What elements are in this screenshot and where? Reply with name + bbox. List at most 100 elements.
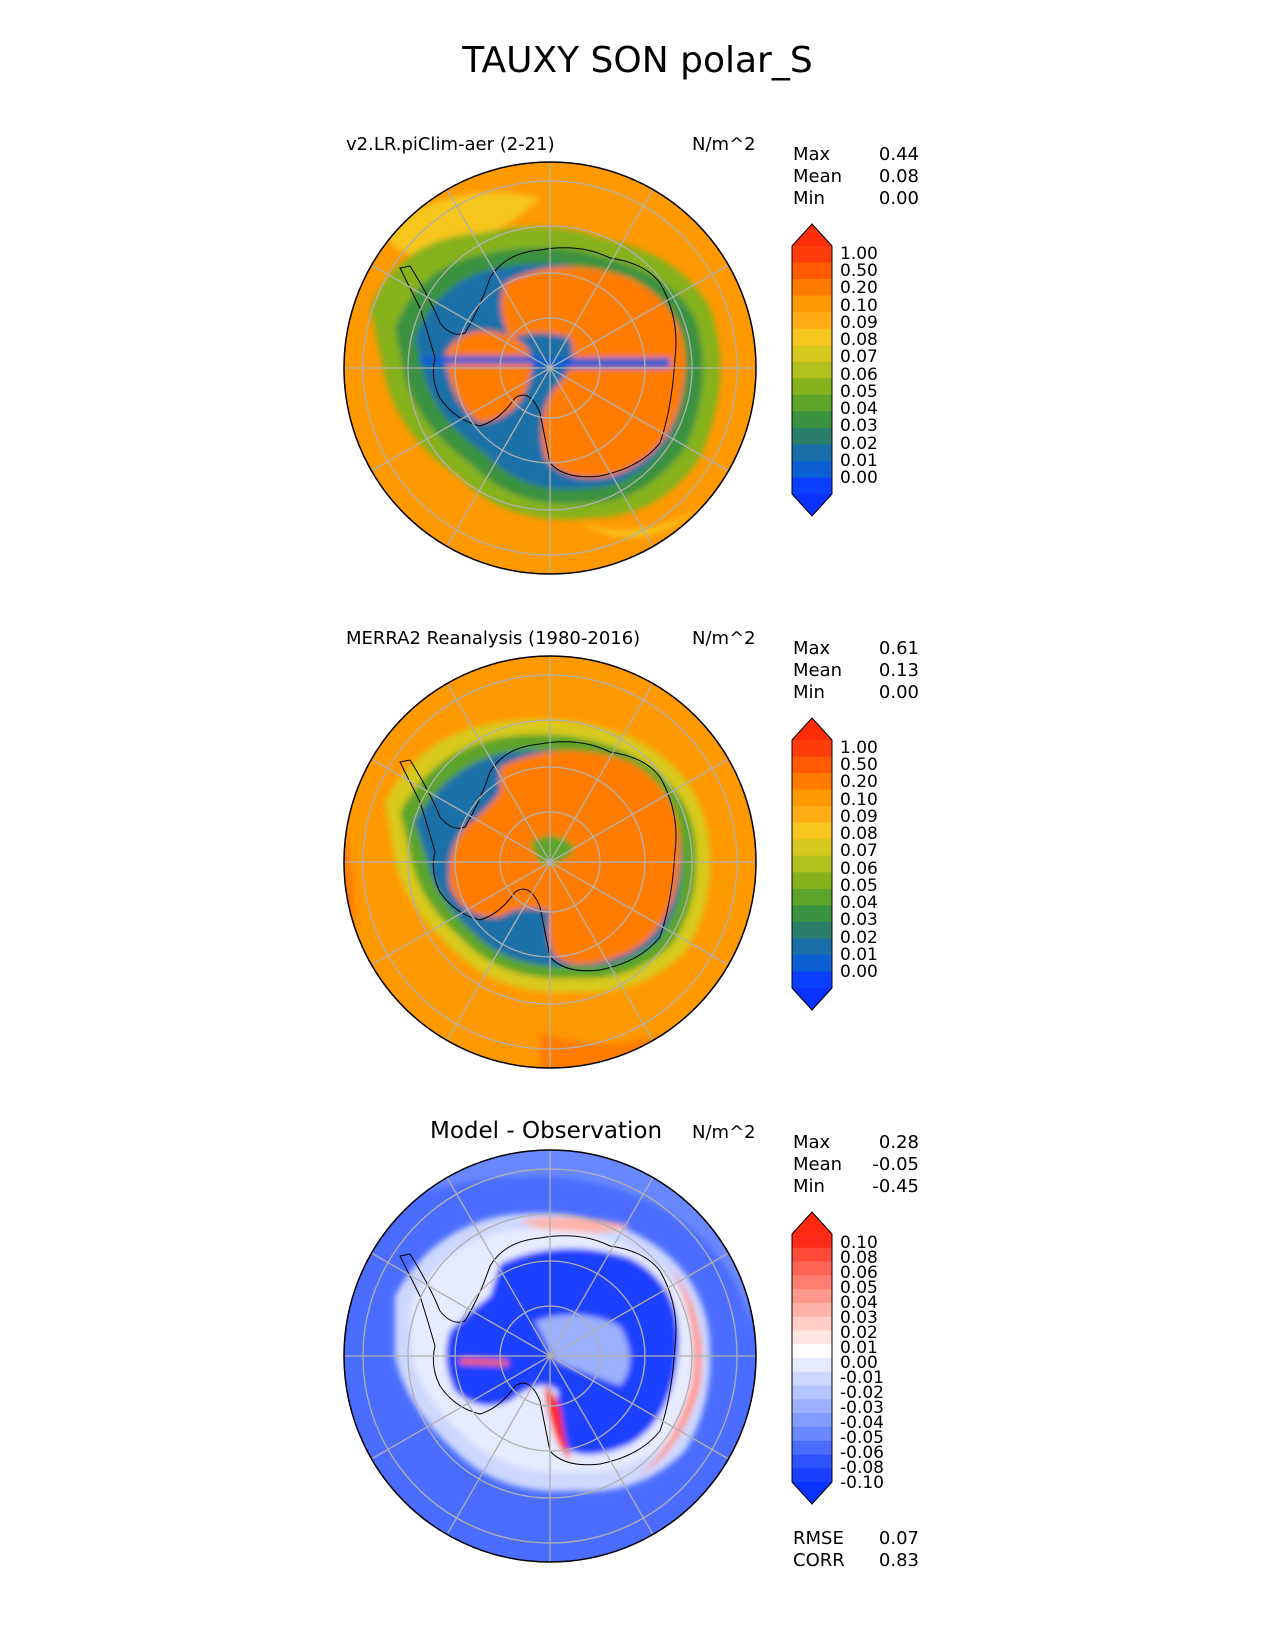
metric-value: 0.83 <box>878 1550 919 1571</box>
stat-label: Mean <box>793 1154 843 1175</box>
colorbar-tick-label: 0.07 <box>840 347 878 368</box>
colorbar-tick-label: 0.06 <box>840 858 878 879</box>
colorbar-swatch <box>792 1234 832 1249</box>
colorbar-tick-label: 0.05 <box>840 875 878 896</box>
panel-3-stats: Max 0.28 Mean -0.05 Min -0.45 <box>793 1132 919 1198</box>
stat-label: Max <box>793 1132 831 1153</box>
colorbar-swatch <box>792 954 832 972</box>
colorbar-outline <box>791 1211 833 1505</box>
colorbar-tick-label: -0.02 <box>840 1383 884 1403</box>
colorbar-tick-label: -0.04 <box>840 1413 884 1433</box>
stat-value: 0.44 <box>878 144 919 165</box>
stat-label: Min <box>793 188 825 209</box>
colorbar-swatch <box>792 1302 832 1318</box>
stat-label: Mean <box>793 660 843 681</box>
colorbar-extend-upper <box>792 718 832 740</box>
metric-value: 0.07 <box>878 1528 919 1549</box>
colorbar-swatch <box>792 938 832 956</box>
panel-1-title: v2.LR.piClim-aer (2-21) <box>346 134 555 155</box>
colorbar-swatch <box>792 1440 832 1455</box>
colorbar-tick-label: 0.20 <box>840 278 878 299</box>
colorbar-tick-label: 0.08 <box>840 330 878 351</box>
colorbar-swatch <box>792 460 832 478</box>
colorbar-swatch <box>792 971 832 989</box>
stat-value: -0.45 <box>872 1176 919 1197</box>
colorbar-swatch <box>792 477 832 495</box>
colorbar-tick-label: 0.20 <box>840 772 878 793</box>
colorbar-tick-label: 0.00 <box>840 1353 878 1373</box>
colorbar-outline <box>791 717 833 1011</box>
colorbar-swatches <box>791 223 833 517</box>
colorbar-swatch <box>792 855 832 873</box>
colorbar-swatch <box>792 246 832 264</box>
colorbar-tick-label: 0.01 <box>840 944 878 965</box>
panel-2-colorbar <box>790 716 834 1016</box>
colorbar-outline <box>791 223 833 517</box>
colorbar-tick-label: 0.03 <box>840 1308 878 1328</box>
colorbar-tick-label: 1.00 <box>840 738 878 758</box>
colorbar-extend-lower <box>792 494 832 516</box>
colorbar-tick-label: 0.00 <box>840 962 878 982</box>
colorbar-tick-label: -0.08 <box>840 1458 884 1478</box>
colorbar-tick-label: 0.01 <box>840 450 878 471</box>
colorbar-swatch <box>792 1426 832 1442</box>
stat-value: 0.28 <box>878 1132 919 1153</box>
stat-value: 0.00 <box>878 188 919 209</box>
colorbar-swatch <box>792 345 832 363</box>
colorbar-swatches <box>791 1211 833 1505</box>
colorbar-swatch <box>792 822 832 840</box>
colorbar-tick-label: 1.00 <box>840 244 878 264</box>
colorbar-extend-upper <box>792 224 832 246</box>
colorbar-tick-label: 0.50 <box>840 261 878 282</box>
panel-2-polar-map <box>343 655 757 1069</box>
colorbar-swatch <box>792 921 832 939</box>
colorbar-swatch <box>792 262 832 280</box>
colorbar-tick-label: 0.10 <box>840 1233 878 1253</box>
panel-1-units: N/m^2 <box>692 134 756 155</box>
colorbar-tick-label: 0.05 <box>840 1278 878 1298</box>
colorbar-tick-label: 0.10 <box>840 789 878 810</box>
stat-value: 0.08 <box>878 166 919 187</box>
colorbar-swatch <box>792 378 832 396</box>
colorbar-tick-label: 0.04 <box>840 1293 878 1313</box>
colorbar-swatch <box>792 1385 832 1400</box>
colorbar-swatch <box>792 1399 832 1414</box>
colorbar-swatch <box>792 1371 832 1387</box>
stat-value: -0.05 <box>872 1154 919 1175</box>
colorbar-tick-label: 0.03 <box>840 416 878 437</box>
colorbar-swatch <box>792 1358 832 1373</box>
colorbar-swatch <box>792 740 832 758</box>
colorbar-tick-label: 0.05 <box>840 381 878 402</box>
colorbar-tick-label: 0.06 <box>840 1263 878 1283</box>
panel-2-title: MERRA2 Reanalysis (1980-2016) <box>346 628 641 649</box>
colorbar-tick-label: -0.06 <box>840 1443 884 1463</box>
colorbar-tick-label: 0.00 <box>840 468 878 488</box>
colorbar-swatch <box>792 444 832 462</box>
colorbar-tick-label: -0.10 <box>840 1473 884 1493</box>
stat-label: Mean <box>793 166 843 187</box>
colorbar-swatch <box>792 1454 832 1469</box>
colorbar-swatch <box>792 361 832 379</box>
stat-label: Max <box>793 144 831 165</box>
stat-label: Min <box>793 1176 825 1197</box>
colorbar-swatch <box>792 872 832 890</box>
stat-value: 0.00 <box>878 682 919 703</box>
stat-label: Min <box>793 682 825 703</box>
colorbar-swatch <box>792 905 832 923</box>
panel-2-stats: Max 0.61 Mean 0.13 Min 0.00 <box>793 638 919 704</box>
stat-label: Max <box>793 638 831 659</box>
colorbar-tick-label: 0.02 <box>840 927 878 948</box>
colorbar-swatch <box>792 427 832 445</box>
panel-3-colorbar <box>790 1210 834 1510</box>
colorbar-swatch <box>792 1316 832 1331</box>
colorbar-tick-label: 0.02 <box>840 1323 878 1343</box>
colorbar-tick-label: 0.50 <box>840 755 878 776</box>
panel-1-colorbar <box>790 222 834 522</box>
colorbar-swatch <box>792 295 832 313</box>
panel-3-title: Model - Observation <box>430 1118 663 1144</box>
colorbar-swatch <box>792 394 832 412</box>
colorbar-swatch <box>792 839 832 857</box>
colorbar-swatch <box>792 1261 832 1276</box>
colorbar-swatch <box>792 1289 832 1304</box>
panel-1-stats: Max 0.44 Mean 0.08 Min 0.00 <box>793 144 919 210</box>
